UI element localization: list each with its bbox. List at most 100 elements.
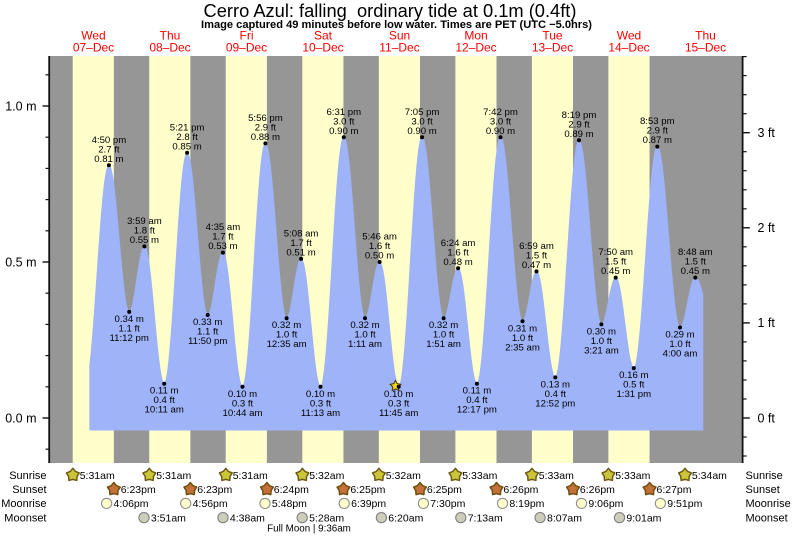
svg-text:0.55 m: 0.55 m: [130, 235, 159, 246]
svg-text:5:33am: 5:33am: [615, 470, 650, 482]
svg-text:Image captured 49 minutes befo: Image captured 49 minutes before low wat…: [201, 19, 592, 31]
svg-text:0.53 m: 0.53 m: [208, 241, 237, 252]
svg-text:5:46 am: 5:46 am: [362, 232, 397, 243]
svg-text:Moonset: Moonset: [4, 512, 46, 524]
svg-text:0.33 m: 0.33 m: [193, 317, 222, 328]
svg-text:Tue: Tue: [542, 29, 563, 43]
svg-text:9:01am: 9:01am: [626, 512, 661, 524]
svg-text:0.88 m: 0.88 m: [251, 132, 280, 143]
svg-text:Fri: Fri: [240, 29, 254, 43]
svg-text:09–Dec: 09–Dec: [226, 41, 267, 55]
svg-text:2.8 ft: 2.8 ft: [176, 132, 198, 143]
svg-text:6:25pm: 6:25pm: [427, 484, 462, 496]
svg-text:Thu: Thu: [160, 29, 181, 43]
svg-text:0.4 ft: 0.4 ft: [466, 395, 488, 406]
svg-text:Sunset: Sunset: [12, 484, 46, 496]
svg-text:2:35 am: 2:35 am: [505, 342, 540, 353]
svg-text:3:59 am: 3:59 am: [127, 216, 162, 227]
svg-text:6:26pm: 6:26pm: [580, 484, 615, 496]
svg-text:1 ft: 1 ft: [758, 316, 776, 330]
svg-text:Sunset: Sunset: [746, 484, 780, 496]
svg-text:11:45 am: 11:45 am: [379, 408, 418, 419]
svg-text:7:50 am: 7:50 am: [598, 247, 633, 258]
svg-text:0.31 m: 0.31 m: [508, 323, 537, 334]
svg-text:1.1 ft: 1.1 ft: [197, 327, 219, 338]
svg-text:0.47 m: 0.47 m: [522, 260, 551, 271]
svg-text:1.0 ft: 1.0 ft: [669, 339, 691, 350]
svg-text:2.9 ft: 2.9 ft: [568, 119, 590, 130]
svg-text:6:31 pm: 6:31 pm: [326, 107, 361, 118]
svg-text:0 ft: 0 ft: [758, 411, 776, 425]
svg-text:5:31am: 5:31am: [233, 470, 268, 482]
svg-text:10–Dec: 10–Dec: [302, 41, 343, 55]
svg-text:5:08 am: 5:08 am: [284, 229, 319, 240]
svg-text:0.32 m: 0.32 m: [350, 320, 379, 331]
svg-text:0.45 m: 0.45 m: [681, 266, 710, 277]
svg-text:0.13 m: 0.13 m: [541, 379, 570, 390]
svg-text:1.7 ft: 1.7 ft: [290, 238, 312, 249]
svg-text:7:13am: 7:13am: [468, 512, 503, 524]
svg-text:Thu: Thu: [695, 29, 716, 43]
svg-text:0.89 m: 0.89 m: [564, 129, 593, 140]
svg-text:6:24 am: 6:24 am: [441, 238, 476, 249]
svg-text:5:31am: 5:31am: [80, 470, 115, 482]
svg-text:6:20am: 6:20am: [388, 512, 423, 524]
svg-text:5:32am: 5:32am: [386, 470, 421, 482]
svg-text:6:23pm: 6:23pm: [197, 484, 232, 496]
svg-text:12–Dec: 12–Dec: [455, 41, 496, 55]
svg-text:0.32 m: 0.32 m: [429, 320, 458, 331]
svg-text:4:00 am: 4:00 am: [663, 349, 698, 360]
svg-text:2.9 ft: 2.9 ft: [647, 126, 669, 137]
svg-text:5:34am: 5:34am: [692, 470, 727, 482]
svg-text:6:23pm: 6:23pm: [121, 484, 156, 496]
svg-text:1.1 ft: 1.1 ft: [119, 323, 141, 334]
svg-text:10:11 am: 10:11 am: [145, 405, 184, 416]
svg-text:0.34 m: 0.34 m: [115, 314, 144, 325]
svg-text:0.3 ft: 0.3 ft: [310, 398, 332, 409]
svg-text:0.29 m: 0.29 m: [665, 330, 694, 341]
svg-text:1.0 ft: 1.0 ft: [354, 330, 376, 341]
svg-text:11:13 am: 11:13 am: [301, 408, 340, 419]
svg-text:1.0 ft: 1.0 ft: [433, 330, 455, 341]
svg-text:13–Dec: 13–Dec: [532, 41, 573, 55]
svg-text:4:56pm: 4:56pm: [193, 498, 228, 510]
svg-text:6:39pm: 6:39pm: [351, 498, 386, 510]
svg-text:5:48pm: 5:48pm: [272, 498, 307, 510]
svg-text:0.48 m: 0.48 m: [443, 257, 472, 268]
svg-text:1.0 ft: 1.0 ft: [276, 330, 298, 341]
svg-text:1.7 ft: 1.7 ft: [212, 232, 234, 243]
svg-text:3.0 ft: 3.0 ft: [490, 116, 512, 127]
svg-text:12:52 pm: 12:52 pm: [535, 398, 575, 409]
svg-text:1.0 ft: 1.0 ft: [591, 336, 613, 347]
svg-text:12:17 pm: 12:17 pm: [457, 405, 497, 416]
svg-text:9:51pm: 9:51pm: [667, 498, 702, 510]
svg-text:7:42 pm: 7:42 pm: [483, 107, 518, 118]
svg-text:0.11 m: 0.11 m: [463, 386, 492, 397]
svg-text:1:11 am: 1:11 am: [348, 339, 382, 350]
svg-text:0.90 m: 0.90 m: [486, 126, 515, 137]
svg-text:1.5 ft: 1.5 ft: [605, 257, 627, 268]
svg-text:0.85 m: 0.85 m: [172, 141, 201, 152]
svg-text:Moonset: Moonset: [746, 512, 788, 524]
svg-text:6:25pm: 6:25pm: [350, 484, 385, 496]
svg-text:10:44 am: 10:44 am: [222, 408, 262, 419]
svg-text:5:31am: 5:31am: [156, 470, 191, 482]
svg-text:8:19 pm: 8:19 pm: [562, 110, 597, 121]
svg-text:4:38am: 4:38am: [230, 512, 265, 524]
svg-text:15–Dec: 15–Dec: [685, 41, 726, 55]
svg-text:0.4 ft: 0.4 ft: [545, 389, 567, 400]
svg-text:Wed: Wed: [617, 29, 641, 43]
svg-text:2 ft: 2 ft: [758, 221, 776, 235]
svg-text:8:07am: 8:07am: [547, 512, 582, 524]
svg-text:0.90 m: 0.90 m: [407, 126, 436, 137]
svg-text:11–Dec: 11–Dec: [379, 41, 419, 55]
svg-text:3 ft: 3 ft: [758, 126, 776, 140]
svg-text:Moonrise: Moonrise: [1, 498, 46, 510]
svg-text:8:53 pm: 8:53 pm: [640, 116, 675, 127]
svg-text:0.10 m: 0.10 m: [228, 389, 257, 400]
svg-text:0.4 ft: 0.4 ft: [154, 395, 176, 406]
svg-text:0.10 m: 0.10 m: [384, 389, 413, 400]
svg-text:Wed: Wed: [81, 29, 105, 43]
svg-text:08–Dec: 08–Dec: [149, 41, 190, 55]
svg-text:1.0 ft: 1.0 ft: [512, 333, 534, 344]
